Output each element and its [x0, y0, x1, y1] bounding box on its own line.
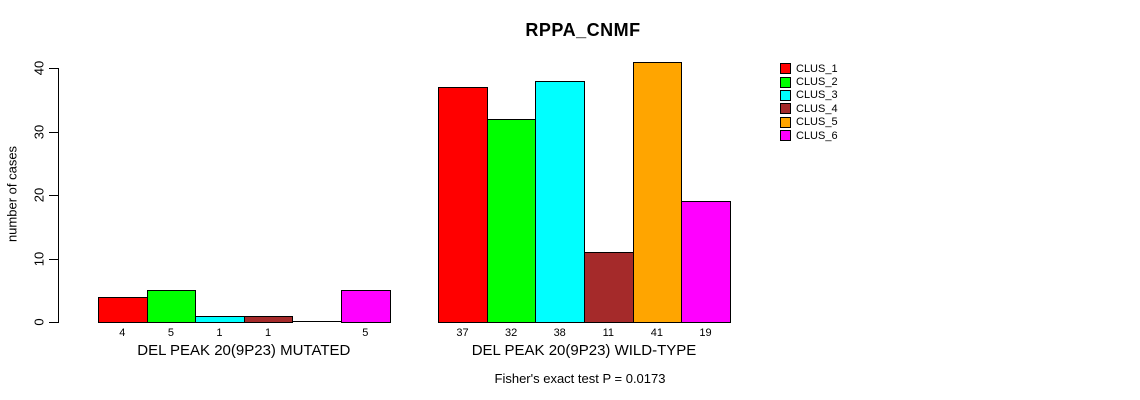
bar-value-label: 32: [504, 327, 518, 339]
bar: [486, 118, 537, 323]
y-axis-tick-label: 20: [31, 187, 47, 203]
bar-value-label: 11: [602, 327, 614, 339]
bar-value-label: 37: [456, 327, 469, 339]
legend-swatch: [780, 103, 791, 115]
legend-swatch: [780, 116, 791, 128]
legend-label: CLUS_4: [796, 102, 838, 115]
bar-value-label: 1: [216, 327, 223, 339]
bar: [195, 315, 245, 323]
legend-entry: CLUS_3: [780, 89, 838, 102]
y-axis-tick: [49, 68, 58, 69]
bar: [243, 315, 294, 323]
y-axis-tick-label: 30: [31, 124, 47, 140]
bar-value-label: 41: [650, 327, 664, 339]
bar: [438, 87, 488, 323]
bar: [681, 201, 731, 323]
y-axis-tick: [49, 195, 58, 196]
legend-label: CLUS_2: [796, 76, 838, 89]
y-axis-label: number of cases: [4, 145, 20, 243]
bar-value-label: 1: [265, 327, 272, 339]
bar: [98, 296, 148, 323]
stat-annotation: Fisher's exact test P = 0.0173: [494, 371, 666, 386]
bar-value-label: 5: [362, 327, 369, 339]
legend-label: CLUS_1: [796, 62, 838, 75]
y-axis-tick-label: 40: [31, 60, 47, 76]
legend-label: CLUS_6: [796, 129, 838, 142]
legend-swatch: [780, 63, 791, 75]
legend-label: CLUS_3: [796, 89, 838, 102]
bar: [146, 290, 197, 323]
bar-value-label: 38: [553, 327, 566, 339]
y-axis-tick-label: 10: [31, 251, 47, 267]
legend-swatch: [780, 89, 791, 101]
zero-bar: [292, 321, 342, 322]
y-axis-tick: [49, 322, 58, 323]
legend-swatch: [780, 76, 791, 88]
chart-title: RPPA_CNMF: [525, 20, 641, 40]
group-label: DEL PEAK 20(9P23) WILD-TYPE: [471, 342, 697, 359]
bar-value-label: 4: [119, 327, 126, 339]
legend-entry: CLUS_5: [780, 116, 838, 129]
bar: [584, 252, 634, 323]
bar: [341, 290, 391, 323]
legend-entry: CLUS_6: [780, 129, 838, 142]
bar-value-label: 5: [167, 327, 174, 339]
y-axis-tick: [49, 132, 58, 133]
legend-label: CLUS_5: [796, 116, 838, 129]
y-axis-line: [58, 68, 59, 323]
legend-swatch: [780, 130, 791, 142]
legend-entry: CLUS_1: [780, 62, 838, 75]
bar: [535, 80, 585, 323]
legend-entry: CLUS_2: [780, 75, 838, 88]
legend: CLUS_1 CLUS_2 CLUS_3 CLUS_4 CLUS_5 CLUS_6: [780, 62, 838, 142]
bar-value-label: 19: [699, 327, 712, 339]
group-label: DEL PEAK 20(9P23) MUTATED: [137, 342, 351, 359]
y-axis-tick: [49, 259, 58, 260]
legend-entry: CLUS_4: [780, 102, 838, 115]
bar: [632, 61, 683, 323]
y-axis-tick-label: 0: [31, 318, 47, 326]
